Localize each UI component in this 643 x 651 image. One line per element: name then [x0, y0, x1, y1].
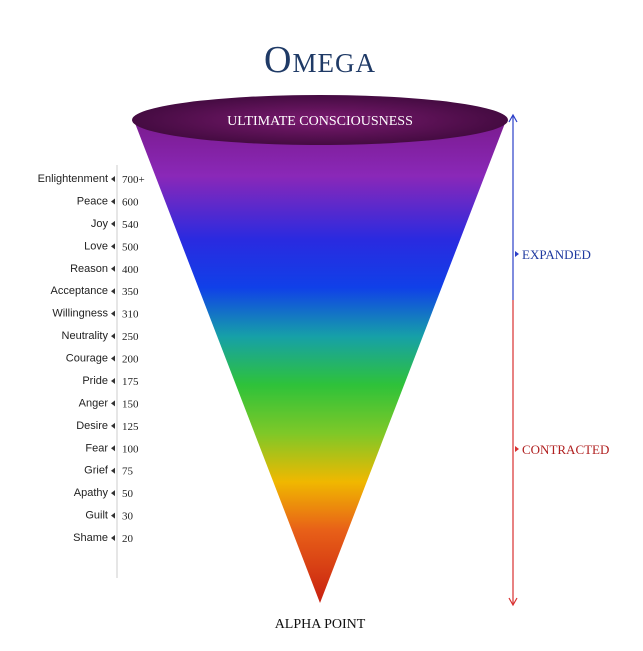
level-value: 250: [122, 331, 139, 343]
level-name: Apathy: [74, 487, 109, 499]
contracted-label: CONTRACTED: [522, 442, 609, 457]
page: Omega ULTIMATE CONSCIOUSNESS ALPHA POINT…: [0, 0, 643, 651]
level-arrow: [111, 445, 115, 451]
level-value: 125: [122, 421, 139, 433]
level-arrow: [111, 221, 115, 227]
level-name: Reason: [70, 263, 108, 275]
level-name: Acceptance: [51, 285, 108, 297]
expanded-marker: [515, 251, 519, 257]
level-value: 500: [122, 241, 139, 253]
level-name: Neutrality: [62, 330, 109, 342]
level-value: 540: [122, 219, 139, 231]
level-name: Joy: [91, 218, 109, 230]
cone: [133, 118, 507, 603]
level-value: 50: [122, 488, 134, 500]
levels: Enlightenment 700+ Peace 600 Joy 540 Love 500 Re…: [38, 173, 145, 545]
level-arrow: [111, 490, 115, 496]
expanded-label: EXPANDED: [522, 247, 591, 262]
level-value: 600: [122, 196, 139, 208]
level-arrow: [111, 311, 115, 317]
level-value: 175: [122, 376, 139, 388]
contracted-marker: [515, 446, 519, 452]
level-name: Willingness: [52, 308, 108, 320]
level-name: Enlightenment: [38, 173, 108, 185]
level-value: 100: [122, 443, 139, 455]
level-arrow: [111, 176, 115, 182]
level-value: 200: [122, 354, 139, 366]
level-name: Pride: [82, 375, 108, 387]
level-arrow: [111, 378, 115, 384]
level-arrow: [111, 333, 115, 339]
top-label: ULTIMATE CONSCIOUSNESS: [227, 114, 413, 129]
level-value: 150: [122, 398, 139, 410]
level-name: Guilt: [85, 510, 108, 522]
level-arrow: [111, 423, 115, 429]
level-arrow: [111, 243, 115, 249]
level-value: 400: [122, 264, 139, 276]
level-name: Grief: [84, 465, 109, 477]
level-value: 20: [122, 533, 134, 545]
level-value: 310: [122, 309, 139, 321]
level-arrow: [111, 400, 115, 406]
level-arrow: [111, 198, 115, 204]
level-arrow: [111, 288, 115, 294]
level-value: 30: [122, 511, 134, 523]
level-arrow: [111, 513, 115, 519]
level-name: Anger: [79, 397, 109, 409]
level-arrow: [111, 266, 115, 272]
level-name: Love: [84, 240, 108, 252]
level-name: Courage: [66, 353, 108, 365]
level-arrow: [111, 535, 115, 541]
level-value: 700+: [122, 174, 145, 186]
level-value: 350: [122, 286, 139, 298]
title: Omega: [264, 39, 376, 81]
bottom-label: ALPHA POINT: [275, 617, 366, 632]
level-arrow: [111, 468, 115, 474]
level-arrow: [111, 356, 115, 362]
level-name: Shame: [73, 532, 108, 544]
level-name: Fear: [85, 442, 108, 454]
level-name: Desire: [76, 420, 108, 432]
level-value: 75: [122, 466, 134, 478]
level-name: Peace: [77, 195, 108, 207]
